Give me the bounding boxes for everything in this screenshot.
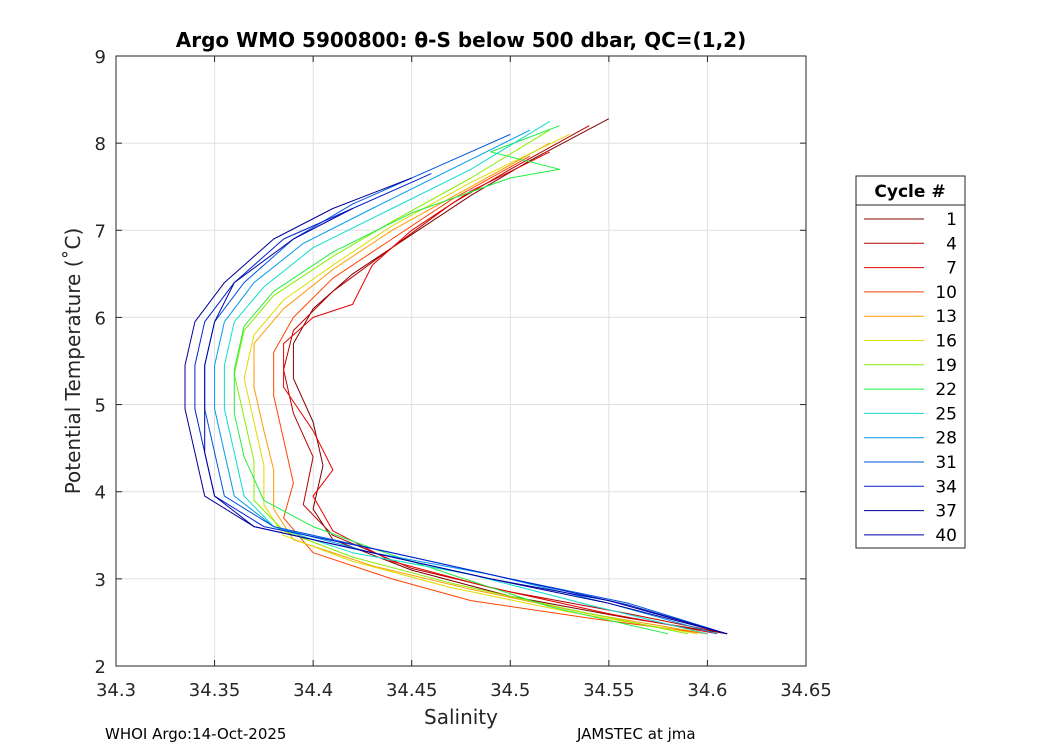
series-lines bbox=[184, 118, 728, 635]
y-tick-label: 3 bbox=[95, 570, 106, 591]
x-tick-label: 34.45 bbox=[386, 680, 438, 701]
x-tick-label: 34.5 bbox=[490, 680, 530, 701]
series-line-cycle-34 bbox=[194, 173, 728, 635]
x-tick-label: 34.6 bbox=[687, 680, 727, 701]
legend-label-13: 13 bbox=[935, 307, 957, 327]
legend-label-40: 40 bbox=[935, 526, 957, 546]
chart-title: Argo WMO 5900800: θ-S below 500 dbar, QC… bbox=[176, 28, 746, 52]
y-tick-label: 2 bbox=[95, 657, 106, 678]
y-axis-label: Potential Temperature (˚C) bbox=[61, 228, 85, 495]
plot-area bbox=[116, 56, 806, 666]
y-tick-label: 8 bbox=[95, 134, 106, 155]
series-line-cycle-10 bbox=[273, 155, 708, 635]
y-tick-label: 7 bbox=[95, 221, 106, 242]
legend-entries: 1 4 7 10 13 16 19 22 25 28 31 34 37 40 bbox=[864, 210, 957, 546]
legend-label-22: 22 bbox=[935, 380, 957, 400]
x-tick-label: 34.55 bbox=[583, 680, 635, 701]
legend-label-1: 1 bbox=[946, 210, 957, 230]
series-line-cycle-16 bbox=[243, 133, 698, 635]
x-axis-label: Salinity bbox=[424, 705, 498, 729]
footer-source: WHOI Argo:14-Oct-2025 bbox=[105, 725, 287, 743]
legend-label-25: 25 bbox=[935, 404, 957, 424]
series-line-cycle-40 bbox=[204, 208, 728, 635]
legend-label-37: 37 bbox=[935, 502, 957, 522]
x-tick-label: 34.65 bbox=[780, 680, 832, 701]
series-line-cycle-7 bbox=[283, 151, 718, 635]
x-tick-label: 34.3 bbox=[96, 680, 136, 701]
y-tick-label: 9 bbox=[95, 47, 106, 68]
legend-label-4: 4 bbox=[946, 234, 957, 254]
series-line-cycle-25 bbox=[223, 120, 708, 635]
legend-label-28: 28 bbox=[935, 429, 957, 449]
x-tick-label: 34.35 bbox=[189, 680, 241, 701]
legend-label-19: 19 bbox=[935, 356, 957, 376]
legend-label-31: 31 bbox=[935, 453, 957, 473]
y-tick-label: 6 bbox=[95, 308, 106, 329]
y-tick-label: 4 bbox=[95, 483, 106, 504]
series-line-cycle-13 bbox=[253, 142, 708, 635]
legend-label-16: 16 bbox=[935, 332, 957, 352]
series-line-cycle-19 bbox=[233, 129, 688, 635]
series-line-cycle-28 bbox=[214, 129, 718, 635]
footer-credit: JAMSTEC at jma bbox=[577, 725, 696, 743]
legend-label-34: 34 bbox=[935, 477, 957, 497]
plot-frame bbox=[115, 55, 807, 667]
legend-label-10: 10 bbox=[935, 283, 957, 303]
series-line-cycle-1 bbox=[292, 118, 728, 635]
y-tick-label: 5 bbox=[95, 396, 106, 417]
axis-ticks: 34.3 34.35 34.4 34.45 34.5 34.55 34.6 34.65 2 3 4 5… bbox=[95, 47, 832, 701]
legend-title: Cycle # bbox=[874, 182, 945, 202]
legend: Cycle # 1 4 7 10 13 16 19 22 25 28 31 34 37 40 bbox=[855, 175, 966, 549]
grid bbox=[116, 56, 806, 666]
x-tick-label: 34.4 bbox=[293, 680, 333, 701]
legend-label-7: 7 bbox=[946, 259, 957, 279]
